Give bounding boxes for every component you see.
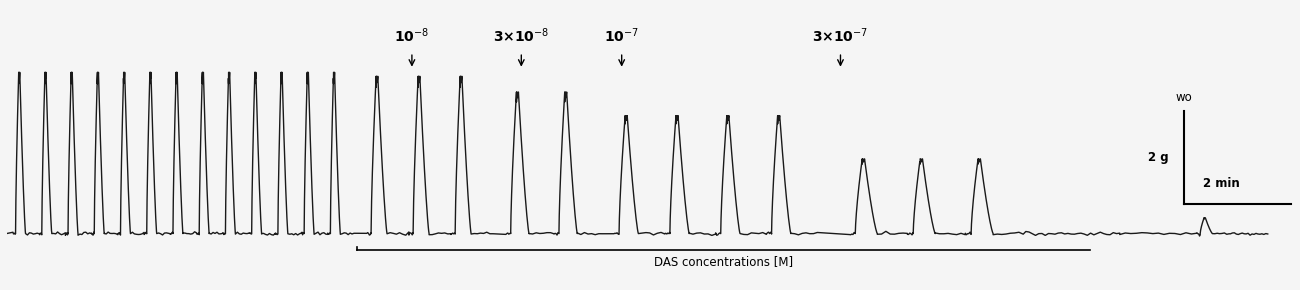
Text: 10$^{-8}$: 10$^{-8}$ — [394, 27, 429, 45]
Text: 3×10$^{-7}$: 3×10$^{-7}$ — [812, 27, 868, 45]
Text: 2 g: 2 g — [1148, 151, 1169, 164]
Text: 2 min: 2 min — [1202, 177, 1240, 190]
Text: 3×10$^{-8}$: 3×10$^{-8}$ — [493, 27, 550, 45]
Text: wo: wo — [1175, 91, 1192, 104]
Text: DAS concentrations [M]: DAS concentrations [M] — [654, 255, 793, 268]
Text: 10$^{-7}$: 10$^{-7}$ — [604, 27, 640, 45]
